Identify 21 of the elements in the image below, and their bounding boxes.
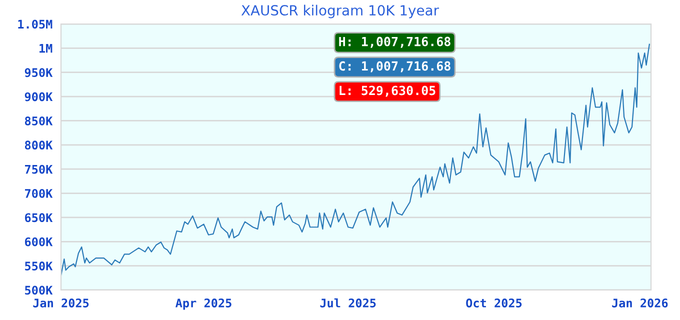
y-tick-label: 900K <box>24 92 53 102</box>
annotation: H: 1,007,716.68 <box>339 36 450 48</box>
y-tick-label: 750K <box>25 164 53 174</box>
annotation: L: 529,630.05 <box>340 86 436 97</box>
y-tick-label: 1M <box>40 44 52 53</box>
x-tick-label: Jan 2025 <box>33 298 89 308</box>
chart-title: XAUSCR kilogram 10K 1year <box>241 4 440 18</box>
x-tick-label: Jul 2025 <box>320 298 376 308</box>
y-tick-label: 600K <box>24 237 53 246</box>
y-tick-label: 950K <box>24 68 53 78</box>
y-tick-label: 800K <box>24 140 53 150</box>
annotation: C: 1,007,716.68 <box>339 61 450 72</box>
y-tick-label: 700K <box>25 188 53 198</box>
y-tick-label: 500K <box>25 286 53 295</box>
y-tick-label: 650K <box>24 213 53 222</box>
x-tick-label: Jan 2026 <box>612 298 668 308</box>
x-tick-label: Apr 2025 <box>176 298 232 310</box>
x-tick-label: Oct 2025 <box>466 298 522 308</box>
y-tick-label: 1.05M <box>18 20 52 29</box>
y-tick-label: 850K <box>24 116 53 126</box>
y-tick-label: 550K <box>25 262 53 270</box>
